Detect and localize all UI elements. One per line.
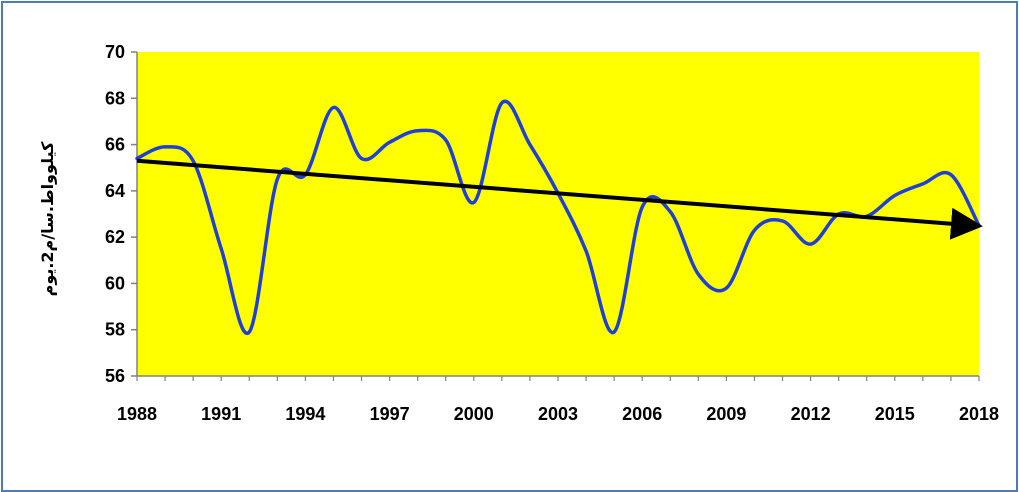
y-tick-label: 70 bbox=[105, 42, 125, 62]
y-tick-label: 60 bbox=[105, 273, 125, 293]
x-tick-label: 1997 bbox=[370, 404, 410, 424]
x-tick-label: 2012 bbox=[791, 404, 831, 424]
x-tick-label: 1994 bbox=[285, 404, 325, 424]
y-tick-label: 62 bbox=[105, 227, 125, 247]
x-tick-label: 1991 bbox=[201, 404, 241, 424]
x-tick-label: 1988 bbox=[117, 404, 157, 424]
line-chart: 56 58 60 62 64 66 68 70 1988 1991 1994 1997 2000 200… bbox=[38, 42, 999, 424]
trend-line-arrow bbox=[136, 158, 983, 240]
y-tick-label: 56 bbox=[105, 366, 125, 386]
x-tick-label: 2003 bbox=[538, 404, 578, 424]
y-axis-ticks: 56 58 60 62 64 66 68 70 bbox=[105, 42, 137, 386]
series-line bbox=[135, 99, 981, 336]
y-tick-label: 58 bbox=[105, 320, 125, 340]
y-tick-label: 66 bbox=[105, 135, 125, 155]
x-axis-ticks: 1988 1991 1994 1997 2000 2003 2006 2009 2012 2015… bbox=[117, 376, 999, 424]
y-tick-label: 68 bbox=[105, 88, 125, 108]
x-tick-label: 2015 bbox=[875, 404, 915, 424]
x-tick-label: 2009 bbox=[706, 404, 746, 424]
x-tick-label: 2006 bbox=[622, 404, 662, 424]
y-axis-label: كيلوواط.سا/م2.يوم bbox=[38, 141, 57, 297]
y-tick-label: 64 bbox=[105, 181, 125, 201]
x-tick-label: 2000 bbox=[454, 404, 494, 424]
x-tick-label: 2018 bbox=[959, 404, 999, 424]
